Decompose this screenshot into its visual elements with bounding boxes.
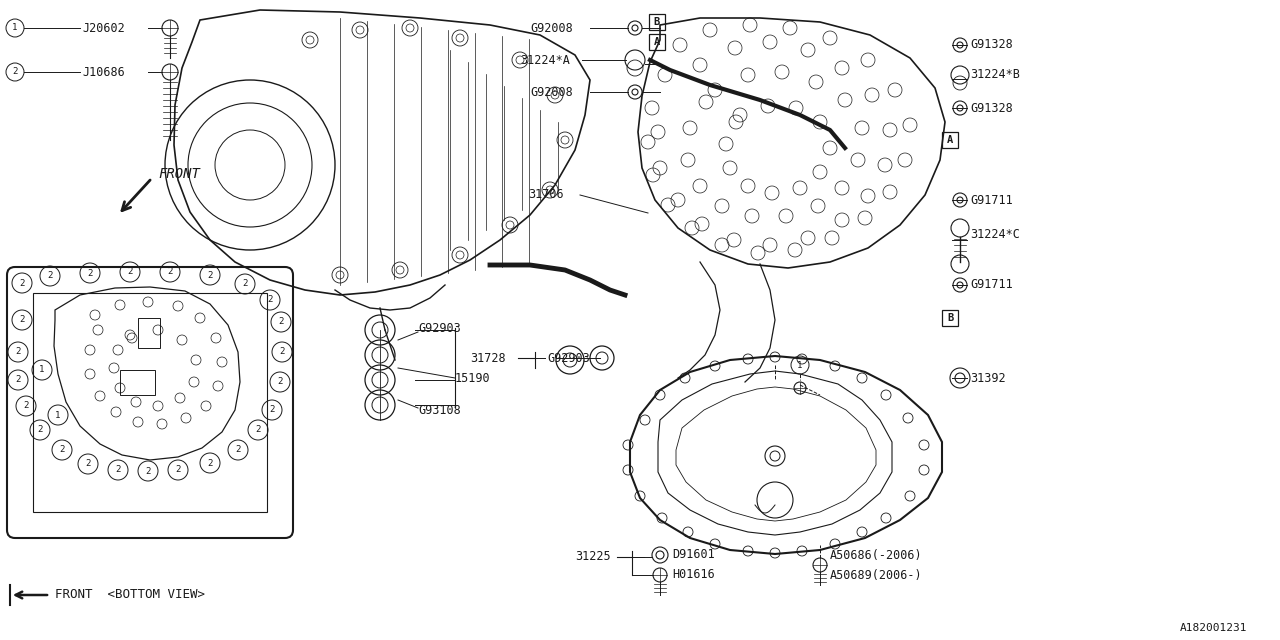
Text: 2: 2 xyxy=(127,268,133,276)
Text: 2: 2 xyxy=(47,271,52,280)
Text: 2: 2 xyxy=(87,269,92,278)
Text: 2: 2 xyxy=(168,268,173,276)
Bar xyxy=(120,370,155,395)
Text: 31706: 31706 xyxy=(529,189,563,202)
Text: 2: 2 xyxy=(15,348,20,356)
Bar xyxy=(649,34,666,50)
Text: 2: 2 xyxy=(278,378,283,387)
Text: 2: 2 xyxy=(19,278,24,287)
Text: A182001231: A182001231 xyxy=(1180,623,1248,633)
Text: 2: 2 xyxy=(207,458,212,467)
Text: A: A xyxy=(947,135,954,145)
Text: 1: 1 xyxy=(55,410,60,419)
Bar xyxy=(649,14,666,30)
Text: FRONT: FRONT xyxy=(157,167,200,181)
Text: 2: 2 xyxy=(19,316,24,324)
Text: 1: 1 xyxy=(797,360,803,369)
Text: 31728: 31728 xyxy=(470,351,506,365)
Text: J20602: J20602 xyxy=(82,22,124,35)
Text: G92008: G92008 xyxy=(530,86,572,99)
Text: 15190: 15190 xyxy=(454,371,490,385)
Text: D91601: D91601 xyxy=(672,548,714,561)
Text: G91328: G91328 xyxy=(970,102,1012,115)
Bar xyxy=(33,293,268,512)
Text: A: A xyxy=(654,37,660,47)
Text: 2: 2 xyxy=(146,467,151,476)
Text: 2: 2 xyxy=(23,401,28,410)
Text: 2: 2 xyxy=(242,280,248,289)
Text: 31224*C: 31224*C xyxy=(970,228,1020,241)
Text: 2: 2 xyxy=(59,445,65,454)
Text: A50689(2006-): A50689(2006-) xyxy=(829,568,923,582)
Text: 2: 2 xyxy=(207,271,212,280)
Text: G93108: G93108 xyxy=(419,403,461,417)
Text: 2: 2 xyxy=(37,426,42,435)
Text: G91711: G91711 xyxy=(970,193,1012,207)
Text: G91711: G91711 xyxy=(970,278,1012,291)
Text: 31225: 31225 xyxy=(575,550,611,563)
Text: 2: 2 xyxy=(15,376,20,385)
Text: 31224*A: 31224*A xyxy=(520,54,570,67)
Text: B: B xyxy=(947,313,954,323)
Text: G92008: G92008 xyxy=(530,22,572,35)
Bar xyxy=(942,310,957,326)
Text: 2: 2 xyxy=(175,465,180,474)
Text: 2: 2 xyxy=(13,67,18,77)
Text: 31224*B: 31224*B xyxy=(970,68,1020,81)
Text: G91328: G91328 xyxy=(970,38,1012,51)
Text: 2: 2 xyxy=(236,445,241,454)
Text: G92903: G92903 xyxy=(547,351,590,365)
Text: 2: 2 xyxy=(269,406,275,415)
Text: 2: 2 xyxy=(255,426,261,435)
Text: B: B xyxy=(654,17,660,27)
Text: G92903: G92903 xyxy=(419,321,461,335)
Bar xyxy=(942,132,957,148)
Text: 31392: 31392 xyxy=(970,371,1006,385)
Text: 2: 2 xyxy=(268,296,273,305)
Text: FRONT  <BOTTOM VIEW>: FRONT <BOTTOM VIEW> xyxy=(55,589,205,602)
Text: H01616: H01616 xyxy=(672,568,714,582)
Text: 2: 2 xyxy=(279,348,284,356)
Text: 2: 2 xyxy=(278,317,284,326)
Bar xyxy=(138,318,160,348)
Text: J10686: J10686 xyxy=(82,65,124,79)
Text: 2: 2 xyxy=(86,460,91,468)
Text: A50686(-2006): A50686(-2006) xyxy=(829,548,923,561)
Text: 2: 2 xyxy=(115,465,120,474)
Text: 1: 1 xyxy=(13,24,18,33)
Text: 1: 1 xyxy=(40,365,45,374)
